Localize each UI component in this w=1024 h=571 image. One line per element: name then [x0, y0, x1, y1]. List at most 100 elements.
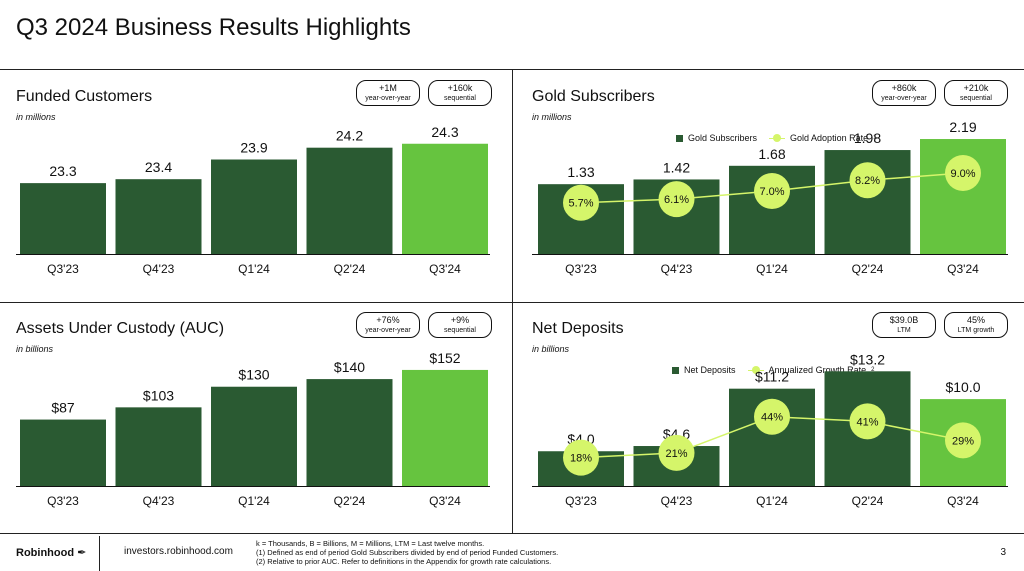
legend-item-bars: Gold Subscribers	[676, 133, 757, 143]
investor-site-link[interactable]: investors.robinhood.com	[124, 546, 233, 557]
legend-label: Gold Subscribers	[688, 133, 758, 143]
badge-yoy: +860k year-over-year	[872, 80, 936, 106]
robinhood-logo: Robinhood ✒	[16, 546, 86, 559]
chart-legend: Net Deposits Annualized Growth Rate 2	[672, 365, 880, 375]
badge-value: +1M	[379, 83, 397, 93]
bar-Q3'23	[20, 419, 106, 486]
tick-label: Q2'24	[852, 494, 884, 508]
divider-vertical	[512, 69, 513, 533]
panel-title: Net Deposits	[532, 320, 624, 337]
badge-sub: LTM growth	[957, 327, 995, 334]
data-label: 23.4	[145, 159, 172, 175]
tick-label: Q3'23	[565, 262, 597, 276]
tick-label: Q1'24	[238, 262, 270, 276]
data-label: 23.9	[240, 140, 267, 156]
badge-sub: sequential	[444, 327, 476, 334]
bar-Q3'24	[402, 143, 488, 254]
bar-Q1'24	[211, 386, 297, 486]
tick-label: Q3'23	[47, 494, 79, 508]
badge-sub: year-over-year	[881, 95, 927, 102]
page-title: Q3 2024 Business Results Highlights	[16, 14, 411, 41]
panel-unit: in millions	[532, 112, 572, 122]
legend-label: Gold Adoption Rate	[790, 133, 869, 143]
footnotes: k = Thousands, B = Billions, M = Million…	[256, 539, 558, 566]
line-point-label: 6.1%	[664, 194, 689, 206]
panel-gold-subscribers: Gold Subscribers in millions +860k year-…	[532, 80, 1024, 320]
line-point	[754, 398, 790, 435]
legend-item-line: Annualized Growth Rate 2	[747, 365, 875, 375]
footnote-line: (2) Relative to prior AUC. Refer to defi…	[256, 557, 552, 566]
net-deposits-chart: $4.0Q3'23$4.6Q4'23$11.2Q1'24$13.2Q2'24$1…	[532, 351, 1008, 508]
badge-value: +76%	[376, 315, 400, 325]
tick-label: Q4'23	[661, 494, 693, 508]
line-point-label: 21%	[665, 448, 687, 460]
badge-value: $39.0B	[889, 315, 919, 325]
panel-unit: in millions	[16, 112, 56, 122]
panel-funded-customers: Funded Customers in millions +1M year-ov…	[16, 80, 528, 320]
panel-unit: in billions	[532, 344, 570, 354]
data-label: 1.42	[663, 159, 690, 175]
auc-chart: $87 Q3'23 $103 Q4'23 $130 Q1'24 $140 Q2'24 $152 Q…	[16, 350, 490, 508]
tick-label: Q3'24	[947, 494, 979, 508]
legend-label: Net Deposits	[684, 365, 736, 375]
tick-label: Q1'24	[238, 494, 270, 508]
badge-yoy: +1M year-over-year	[356, 80, 420, 106]
line-point	[754, 173, 790, 209]
badge-sub: sequential	[444, 95, 476, 102]
tick-label: Q4'23	[143, 494, 175, 508]
line-point-label: 8.2%	[855, 175, 880, 187]
badge-value: +160k	[447, 83, 473, 93]
tick-label: Q2'24	[334, 494, 366, 508]
logo-text: Robinhood	[16, 547, 75, 559]
feather-icon: ✒	[77, 547, 87, 559]
data-label: 1.33	[567, 164, 594, 180]
line-point-label: 5.7%	[568, 198, 593, 210]
tick-label: Q2'24	[334, 262, 366, 276]
legend-footnote: 2	[871, 367, 875, 373]
data-label: $140	[334, 359, 365, 375]
line-point	[849, 403, 886, 440]
line-point	[945, 155, 981, 191]
legend-line-marker	[747, 366, 764, 374]
data-label: 2.19	[949, 119, 976, 135]
data-label: 24.3	[431, 124, 458, 140]
line-point	[563, 184, 599, 221]
badge-ltm-growth: 45% LTM growth	[944, 312, 1008, 338]
page-number: 3	[1000, 547, 1006, 558]
tick-label: Q4'23	[661, 262, 693, 276]
tick-label: Q3'23	[47, 262, 79, 276]
data-label: $13.2	[850, 351, 885, 367]
badge-value: +210k	[963, 83, 989, 93]
tick-label: Q2'24	[852, 262, 884, 276]
data-label: $87	[51, 400, 75, 416]
badge-yoy: +76% year-over-year	[356, 312, 420, 338]
legend-line-marker	[769, 134, 786, 142]
data-label: $103	[143, 387, 174, 403]
panel-title: Assets Under Custody (AUC)	[16, 320, 225, 337]
legend-swatch	[672, 366, 679, 374]
panel-net-deposits: Net Deposits in billions $39.0B LTM 45% …	[532, 312, 1024, 552]
badge-sequential: +160k sequential	[428, 80, 492, 106]
bar-Q2'24	[306, 379, 393, 486]
footnote-line: k = Thousands, B = Billions, M = Million…	[256, 539, 485, 548]
divider-bottom	[0, 533, 1024, 534]
data-label: $152	[429, 350, 460, 366]
panel-unit: in billions	[16, 344, 54, 354]
legend-item-line: Gold Adoption Rate 1	[769, 133, 876, 143]
bar-Q1'24	[211, 159, 297, 254]
legend-label: Annualized Growth Rate	[768, 365, 867, 375]
badge-value: 45%	[966, 315, 985, 325]
legend-footnote: 1	[873, 135, 877, 141]
data-label: $11.2	[755, 369, 789, 385]
badge-sequential: +210k sequential	[944, 80, 1008, 106]
line-point-label: 29%	[952, 435, 974, 447]
tick-label: Q4'23	[143, 262, 175, 276]
legend-swatch	[676, 134, 683, 142]
badge-sub: LTM	[897, 327, 911, 334]
tick-label: Q1'24	[756, 262, 788, 276]
data-label: 1.68	[758, 146, 785, 162]
bar-Q3'23	[20, 183, 106, 254]
line-point-label: 9.0%	[950, 168, 975, 180]
panel-assets-under-custody: Assets Under Custody (AUC) in billions +…	[16, 312, 528, 552]
line-point-label: 44%	[761, 412, 783, 424]
